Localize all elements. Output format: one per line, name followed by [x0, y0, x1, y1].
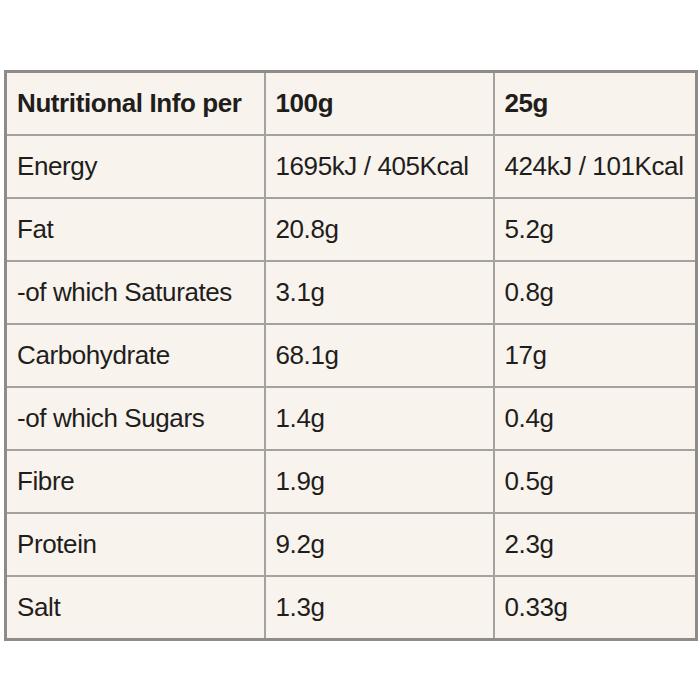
nutrient-label: Fat — [6, 198, 265, 261]
header-col-25g: 25g — [494, 72, 697, 136]
nutrient-label: Fibre — [6, 450, 265, 513]
value-per-25g: 2.3g — [494, 513, 697, 576]
nutrient-label: -of which Sugars — [6, 387, 265, 450]
nutrient-label: Protein — [6, 513, 265, 576]
table-row-energy: Energy 1695kJ / 405Kcal 424kJ / 101Kcal — [6, 135, 697, 198]
value-per-100g: 1.4g — [265, 387, 494, 450]
value-per-100g: 1695kJ / 405Kcal — [265, 135, 494, 198]
table-row-carbohydrate: Carbohydrate 68.1g 17g — [6, 324, 697, 387]
table-row-saturates: -of which Saturates 3.1g 0.8g — [6, 261, 697, 324]
value-per-25g: 17g — [494, 324, 697, 387]
header-title: Nutritional Info per — [6, 72, 265, 136]
nutrient-label: Energy — [6, 135, 265, 198]
value-per-100g: 1.3g — [265, 576, 494, 640]
nutrient-label: Carbohydrate — [6, 324, 265, 387]
nutrient-label: -of which Saturates — [6, 261, 265, 324]
value-per-100g: 68.1g — [265, 324, 494, 387]
table-row-sugars: -of which Sugars 1.4g 0.4g — [6, 387, 697, 450]
header-row: Nutritional Info per 100g 25g — [6, 72, 697, 136]
nutrient-label: Salt — [6, 576, 265, 640]
value-per-100g: 3.1g — [265, 261, 494, 324]
value-per-25g: 0.33g — [494, 576, 697, 640]
table-row-fibre: Fibre 1.9g 0.5g — [6, 450, 697, 513]
value-per-25g: 0.5g — [494, 450, 697, 513]
value-per-25g: 5.2g — [494, 198, 697, 261]
value-per-100g: 1.9g — [265, 450, 494, 513]
table-row-salt: Salt 1.3g 0.33g — [6, 576, 697, 640]
nutrition-info-table: Nutritional Info per 100g 25g Energy 169… — [4, 70, 698, 641]
value-per-25g: 0.4g — [494, 387, 697, 450]
value-per-100g: 20.8g — [265, 198, 494, 261]
value-per-100g: 9.2g — [265, 513, 494, 576]
value-per-25g: 0.8g — [494, 261, 697, 324]
value-per-25g: 424kJ / 101Kcal — [494, 135, 697, 198]
table-row-protein: Protein 9.2g 2.3g — [6, 513, 697, 576]
header-col-100g: 100g — [265, 72, 494, 136]
table-row-fat: Fat 20.8g 5.2g — [6, 198, 697, 261]
